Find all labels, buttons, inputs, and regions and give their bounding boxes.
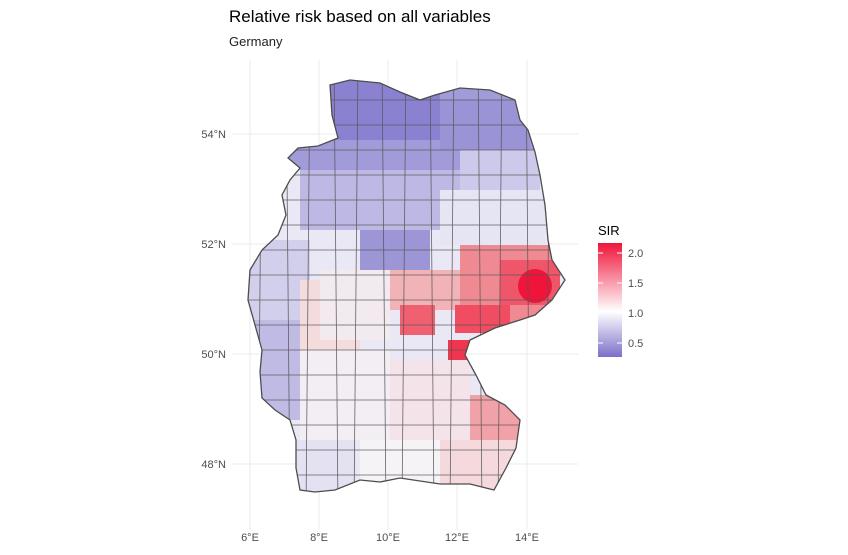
- legend-label: 0.5: [628, 338, 643, 350]
- legend-colorbar: [598, 243, 622, 357]
- x-tick-label: 14°E: [515, 532, 539, 544]
- x-tick-label: 6°E: [241, 532, 259, 544]
- map-subtitle: Germany: [229, 34, 283, 49]
- x-axis: 6°E 8°E 10°E 12°E 14°E: [241, 532, 539, 544]
- y-tick-label: 48°N: [201, 459, 226, 471]
- legend-label: 2.0: [628, 248, 643, 260]
- legend-title: SIR: [598, 223, 620, 238]
- legend: SIR 2.0 1.5 1.0 0.5: [598, 223, 643, 357]
- y-tick-label: 52°N: [201, 239, 226, 251]
- x-tick-label: 12°E: [445, 532, 469, 544]
- x-tick-label: 10°E: [376, 532, 400, 544]
- y-axis: 54°N 52°N 50°N 48°N: [201, 129, 226, 471]
- y-tick-label: 50°N: [201, 349, 226, 361]
- map-title: Relative risk based on all variables: [229, 7, 491, 26]
- y-tick-label: 54°N: [201, 129, 226, 141]
- legend-label: 1.0: [628, 308, 643, 320]
- x-tick-label: 8°E: [310, 532, 328, 544]
- legend-label: 1.5: [628, 278, 643, 290]
